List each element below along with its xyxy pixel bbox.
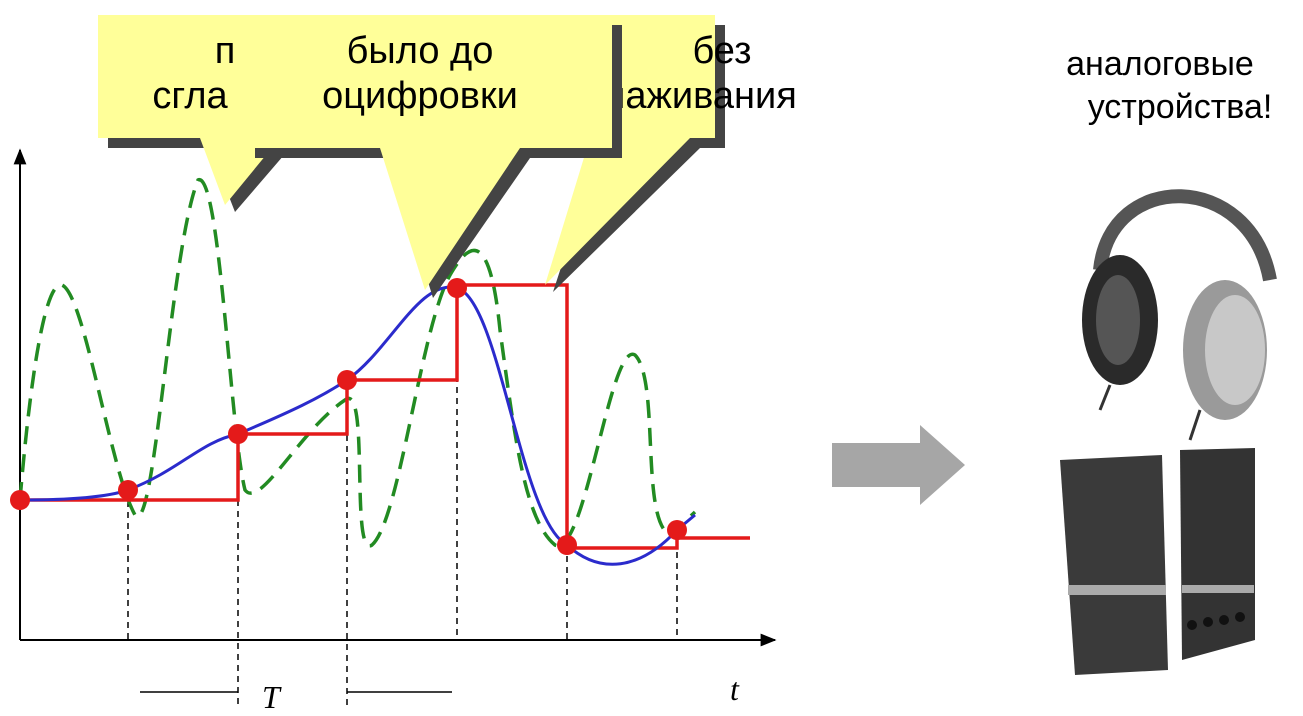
callout-text: п [215,30,236,72]
side-text: аналоговые [1066,45,1254,83]
sample-lines [127,288,678,708]
callout-text: было до [347,30,494,72]
side-text: устройства! [1088,88,1273,126]
step-signal [20,283,750,550]
callout-middle: было до оцифровки [245,15,622,298]
period-label: T [262,679,282,715]
callout-text: сгла [152,75,228,117]
callout-text: лаживания [603,75,797,117]
arrow [832,425,965,505]
speakers [1060,448,1255,675]
x-label: t [730,671,740,707]
sample-points [10,278,687,555]
callout-text: оцифровки [322,75,518,117]
callout-text: без [692,30,751,72]
headphones [1082,189,1277,441]
